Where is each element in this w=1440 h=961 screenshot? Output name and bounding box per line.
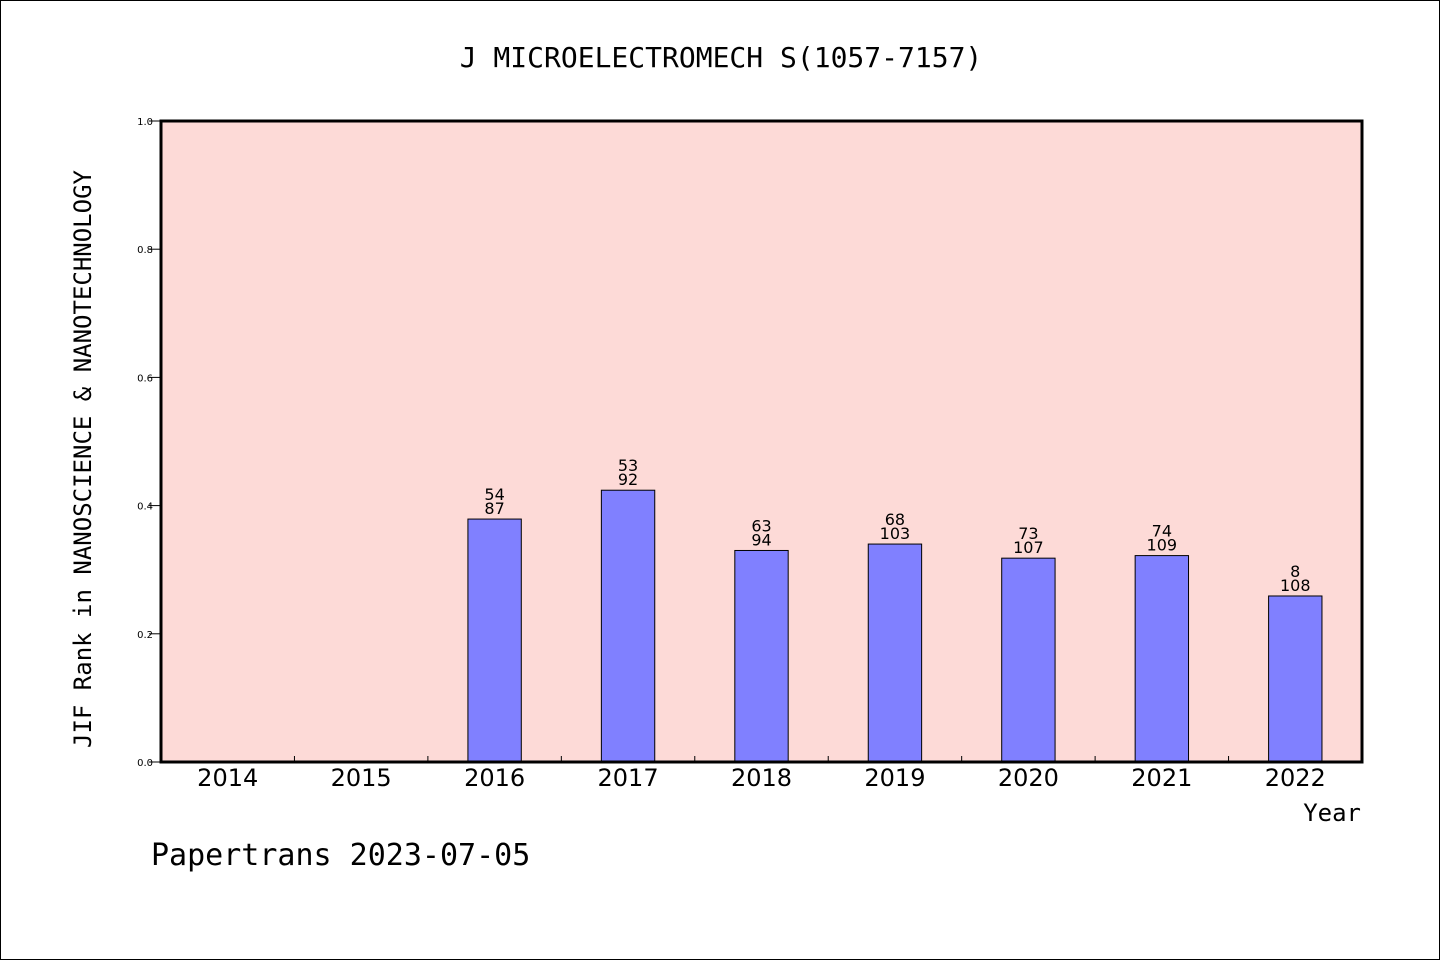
- x-axis-label: Year: [1303, 799, 1361, 827]
- y-tick-label: 0.2: [137, 630, 153, 641]
- bar-label-total: 94: [751, 530, 771, 549]
- bar-label-total: 108: [1280, 576, 1311, 595]
- bar-label-rank: 54: [484, 485, 504, 504]
- bar-label-total: 107: [1013, 538, 1044, 557]
- bar-label-rank: 73: [1018, 524, 1038, 543]
- y-axis-ticks: 0.0 0.2 0.4 0.6 0.8 1.0: [137, 117, 161, 769]
- x-tick-label: 2015: [331, 764, 392, 792]
- x-tick-label: 2018: [731, 764, 792, 792]
- bar-label-rank: 74: [1152, 522, 1172, 541]
- x-tick-label: 2014: [197, 764, 258, 792]
- bar-label-total: 103: [880, 524, 911, 543]
- x-tick-label: 2019: [864, 764, 925, 792]
- y-tick-label: 0.4: [137, 502, 153, 513]
- x-tick-label: 2016: [464, 764, 525, 792]
- bar-label-total: 87: [484, 499, 504, 518]
- bar: [467, 518, 522, 763]
- x-tick-label: 2021: [1131, 764, 1192, 792]
- bar: [1134, 555, 1190, 763]
- x-tick-label: 2020: [998, 764, 1059, 792]
- bar: [734, 549, 789, 763]
- y-tick-label: 0.0: [137, 758, 153, 769]
- y-axis-label: JIF Rank in NANOSCIENCE & NANOTECHNOLOGY: [69, 169, 97, 748]
- bar-label-total: 92: [618, 470, 638, 489]
- bar-label-total: 109: [1147, 536, 1178, 555]
- bar: [1268, 595, 1323, 763]
- x-axis-ticks: 2014 2015 2016 2017 2018 2019 2020 2021 2022: [197, 756, 1326, 792]
- bar-group: [467, 489, 1323, 763]
- x-tick-label: 2022: [1265, 764, 1326, 792]
- bar-label-rank: 53: [618, 456, 638, 475]
- bar-label-rank: 8: [1290, 562, 1300, 581]
- y-tick-label: 1.0: [137, 117, 153, 128]
- bar-label-rank: 63: [751, 516, 771, 535]
- chart-title: J MICROELECTROMECH S(1057-7157): [460, 41, 983, 74]
- plot-border: [159, 119, 1364, 764]
- bar: [1001, 557, 1056, 763]
- bar-label-rank: 68: [885, 510, 905, 529]
- bar: [867, 543, 923, 763]
- y-tick-label: 0.8: [137, 245, 153, 256]
- x-tick-label: 2017: [598, 764, 659, 792]
- bar: [600, 489, 656, 763]
- y-tick-label: 0.6: [137, 373, 153, 384]
- footer-text: Papertrans 2023-07-05: [151, 838, 530, 873]
